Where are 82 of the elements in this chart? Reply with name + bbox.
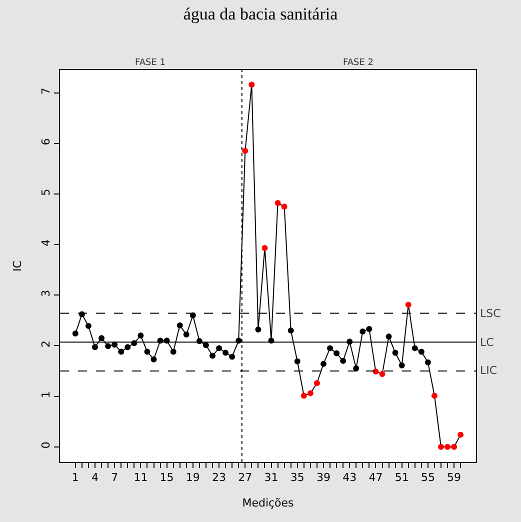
x-tick-label: 4	[91, 471, 98, 484]
point	[392, 350, 398, 356]
x-tick-label: 23	[212, 471, 226, 484]
point	[438, 444, 444, 450]
x-tick-label: 51	[394, 471, 409, 484]
point	[118, 348, 124, 355]
x-axis-title: Medições	[242, 496, 294, 510]
y-tick-label: 6	[40, 138, 53, 146]
y-tick-label: 2	[40, 340, 53, 348]
point	[210, 352, 216, 359]
point	[444, 444, 451, 450]
x-tick-label: 19	[186, 471, 200, 484]
point	[458, 432, 464, 438]
point	[98, 335, 105, 342]
point	[144, 348, 150, 355]
point	[431, 392, 438, 399]
x-tick-label: 7	[111, 471, 118, 484]
point	[281, 204, 288, 210]
point	[412, 345, 418, 352]
point	[105, 343, 112, 350]
x-tick-label: 27	[238, 471, 252, 484]
point	[353, 365, 360, 372]
y-axis-title: IC	[11, 260, 24, 272]
ref-line-label: LIC	[480, 364, 498, 377]
chart-title: água da bacia sanitária	[183, 4, 338, 24]
point	[327, 345, 334, 352]
x-tick-label: 31	[264, 471, 278, 484]
point	[112, 342, 118, 348]
y-tick-label: 4	[40, 239, 53, 246]
point	[72, 330, 78, 337]
point	[92, 344, 98, 350]
point	[183, 332, 190, 338]
point	[85, 322, 92, 329]
x-tick-label: 55	[420, 471, 435, 484]
y-tick-label: 1	[40, 391, 53, 398]
point	[248, 82, 255, 88]
point	[294, 358, 300, 364]
x-tick-label: 59	[447, 471, 462, 484]
text: FASE 1	[135, 58, 166, 68]
point	[451, 444, 458, 450]
point	[386, 334, 392, 340]
point	[418, 348, 424, 355]
point	[405, 302, 412, 308]
point	[379, 370, 386, 377]
point	[314, 380, 320, 386]
x-tick-label: 43	[342, 471, 357, 484]
point	[366, 326, 372, 332]
point	[124, 344, 131, 350]
point	[202, 342, 209, 348]
y-tick-label: 5	[40, 188, 53, 196]
point	[334, 350, 340, 356]
point	[216, 345, 222, 352]
point	[320, 360, 326, 367]
point	[229, 354, 236, 360]
point	[340, 358, 346, 364]
y-tick-label: 3	[40, 290, 53, 297]
y-tick-label: 7	[40, 88, 53, 95]
point	[255, 326, 262, 332]
point	[398, 362, 405, 368]
point	[262, 245, 268, 252]
point	[176, 322, 183, 328]
ref-line-label: LC	[480, 336, 494, 349]
x-tick-label: 15	[160, 471, 174, 484]
point	[424, 359, 431, 366]
x-tick-label: 1	[72, 471, 79, 484]
point	[138, 332, 144, 339]
y-tick-label: 0	[40, 442, 53, 449]
point	[274, 200, 281, 206]
ref-line-label: LSC	[480, 307, 502, 320]
text: FASE 2	[343, 58, 374, 68]
point	[222, 350, 229, 356]
point	[307, 390, 314, 396]
x-tick-label: 47	[368, 471, 383, 484]
point	[360, 328, 366, 334]
point	[150, 356, 157, 362]
point	[300, 392, 307, 399]
x-tick-label: 39	[316, 471, 330, 484]
x-tick-label: 11	[134, 471, 148, 484]
point	[242, 148, 248, 154]
point	[288, 327, 294, 334]
point	[170, 348, 176, 355]
x-tick-label: 35	[290, 471, 304, 484]
